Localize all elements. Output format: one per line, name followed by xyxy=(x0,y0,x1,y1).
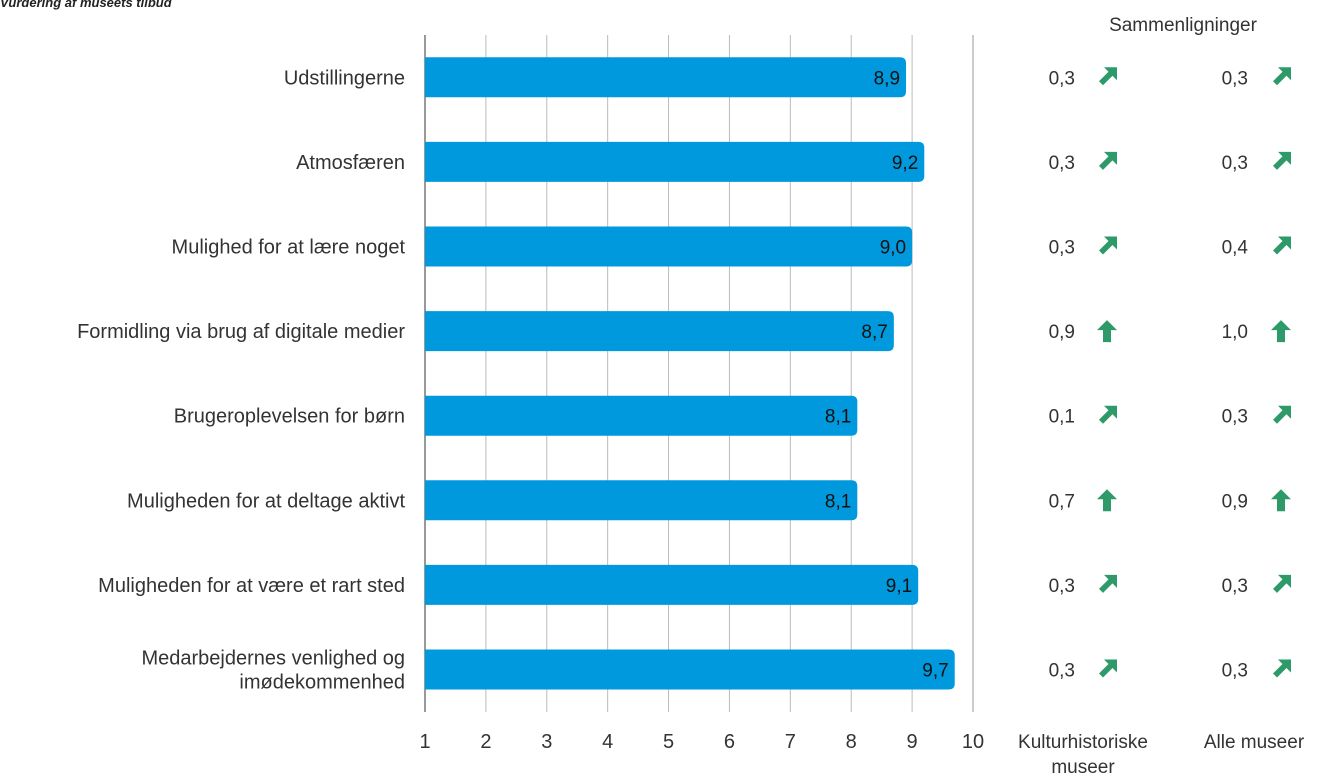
bar xyxy=(425,226,913,267)
comparison-value: 0,3 xyxy=(1222,661,1248,682)
x-axis-ticks: 1 2 3 4 5 6 7 8 9 10 xyxy=(419,731,984,753)
category-label: Brugeroplevelsen for børn xyxy=(174,406,405,428)
bar-value-label: 9,1 xyxy=(886,576,912,597)
category-label: Muligheden for at deltage aktivt xyxy=(127,490,405,512)
x-tick-label: 1 xyxy=(419,731,430,753)
arrow-up-right-icon xyxy=(1273,574,1291,593)
category-label: imødekommenhed xyxy=(239,672,405,694)
comparison-value: 0,9 xyxy=(1222,491,1248,512)
x-tick-label: 8 xyxy=(846,731,857,753)
arrow-up-right-icon xyxy=(1099,67,1117,86)
x-tick-label: 2 xyxy=(480,731,491,753)
x-tick-label: 4 xyxy=(602,731,613,753)
comparison-value: 0,3 xyxy=(1049,238,1075,259)
arrow-up-right-icon xyxy=(1273,151,1291,170)
bar-value-label: 9,0 xyxy=(880,238,906,259)
x-tick-label: 5 xyxy=(663,731,674,753)
bar-value-label: 8,1 xyxy=(825,491,851,512)
arrow-up-right-icon xyxy=(1099,405,1117,424)
gridlines xyxy=(424,35,913,712)
arrow-up-icon xyxy=(1271,489,1291,512)
arrow-up-right-icon xyxy=(1099,236,1117,255)
x-tick-label: 9 xyxy=(907,731,918,753)
comparison-value: 0,3 xyxy=(1049,576,1075,597)
comparison-value: 0,1 xyxy=(1049,407,1075,428)
comparison-value: 0,3 xyxy=(1222,153,1248,174)
arrow-up-right-icon xyxy=(1099,659,1117,678)
comparison-value: 1,0 xyxy=(1222,322,1248,343)
category-label: Udstillingerne xyxy=(284,67,405,89)
bar xyxy=(425,649,955,690)
comparison-value: 0,4 xyxy=(1222,238,1249,259)
chart-title: Vurdering af museets tilbud xyxy=(0,0,173,10)
arrow-up-right-icon xyxy=(1099,574,1117,593)
bar xyxy=(425,141,925,182)
column-label-kulturhistoriske-line2: museer xyxy=(1051,757,1115,778)
arrow-up-right-icon xyxy=(1273,236,1291,255)
comparison-value: 0,3 xyxy=(1222,576,1248,597)
x-tick-label: 6 xyxy=(724,731,735,753)
comparison-value: 0,3 xyxy=(1049,153,1075,174)
bar-value-label: 8,7 xyxy=(861,322,887,343)
comparison-header: Sammenligninger xyxy=(1109,15,1258,36)
arrow-up-icon xyxy=(1097,320,1117,343)
bar xyxy=(425,311,894,352)
category-label: Muligheden for at være et rart sted xyxy=(98,575,405,597)
bar xyxy=(425,564,919,605)
comparison-columns: 0,3 0,3 0,3 0,9 0,1 0,7 0,3 0,3 0,3 0,3 0,4 1,0 0,3 0… xyxy=(1049,67,1291,682)
arrow-up-right-icon xyxy=(1273,659,1291,678)
arrow-up-icon xyxy=(1271,320,1291,343)
column-label-kulturhistoriske: Kulturhistoriske xyxy=(1018,732,1148,753)
bar-value-label: 8,9 xyxy=(874,68,900,89)
arrow-up-right-icon xyxy=(1273,67,1291,86)
x-tick-label: 7 xyxy=(785,731,796,753)
category-label: Formidling via brug af digitale medier xyxy=(77,321,405,343)
column-label-alle-museer: Alle museer xyxy=(1204,732,1305,753)
arrow-up-icon xyxy=(1097,489,1117,512)
comparison-value: 0,9 xyxy=(1049,322,1075,343)
category-labels: Udstillingerne Atmosfæren Mulighed for at … xyxy=(77,67,405,693)
arrow-up-right-icon xyxy=(1099,151,1117,170)
bar-value-label: 9,2 xyxy=(892,153,918,174)
category-label: Atmosfæren xyxy=(296,152,405,174)
x-tick-label: 10 xyxy=(962,731,984,753)
comparison-value: 0,3 xyxy=(1222,68,1248,89)
comparison-value: 0,7 xyxy=(1049,491,1075,512)
bars: 8,9 9,2 9,0 8,7 8,1 8,1 9,1 9,7 xyxy=(425,57,955,690)
arrow-up-right-icon xyxy=(1273,405,1291,424)
bar xyxy=(425,480,858,521)
bar xyxy=(425,57,907,98)
comparison-value: 0,3 xyxy=(1222,407,1248,428)
bar-value-label: 9,7 xyxy=(922,661,948,682)
category-label: Mulighed for at lære noget xyxy=(172,237,406,259)
comparison-value: 0,3 xyxy=(1049,661,1075,682)
category-label: Medarbejdernes venlighed og xyxy=(141,648,405,670)
x-tick-label: 3 xyxy=(541,731,552,753)
bar-value-label: 8,1 xyxy=(825,407,851,428)
bar xyxy=(425,395,858,436)
comparison-value: 0,3 xyxy=(1049,68,1075,89)
